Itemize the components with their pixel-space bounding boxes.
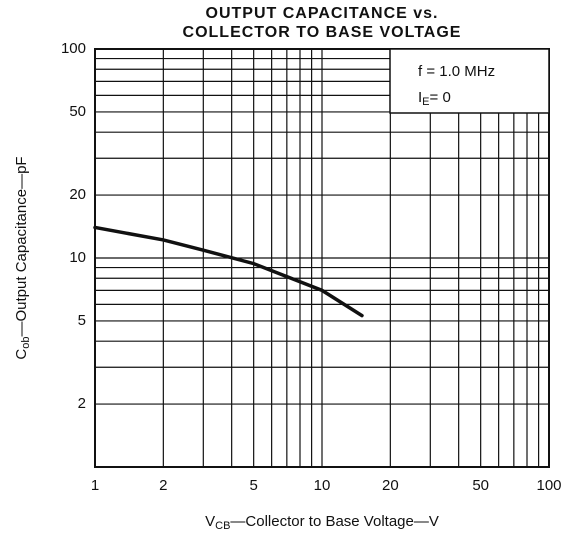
chart-title: OUTPUT CAPACITANCE vs. xyxy=(206,5,439,22)
subscript: ob xyxy=(20,337,32,349)
annotation: IE= 0 xyxy=(418,89,451,108)
label-text: —Collector to Base Voltage—V xyxy=(230,513,438,530)
subscript: CB xyxy=(215,520,230,532)
x-axis-label: VCB—Collector to Base Voltage—V xyxy=(205,513,439,532)
x-tick-label: 100 xyxy=(536,477,561,494)
label-text: = 0 xyxy=(430,89,451,106)
symbol: I xyxy=(418,89,422,106)
subscript: E xyxy=(422,96,429,108)
x-tick-label: 20 xyxy=(382,477,399,494)
y-tick-label: 10 xyxy=(69,249,86,266)
data-line xyxy=(93,225,364,318)
y-tick-label: 2 xyxy=(78,395,86,412)
chart-title: COLLECTOR TO BASE VOLTAGE xyxy=(183,24,462,41)
x-tick-label: 5 xyxy=(249,477,257,494)
y-tick-label: 50 xyxy=(69,103,86,120)
y-tick-label: 5 xyxy=(78,312,86,329)
annotation-box xyxy=(389,48,550,114)
label-text: —Output Capacitance—pF xyxy=(13,156,30,336)
annotation: f = 1.0 MHz xyxy=(418,63,495,80)
x-tick-label: 2 xyxy=(159,477,167,494)
y-tick-label: 20 xyxy=(69,186,86,203)
x-tick-label: 10 xyxy=(314,477,331,494)
y-axis-label: Cob—Output Capacitance—pF xyxy=(13,156,32,359)
x-tick-label: 50 xyxy=(472,477,489,494)
x-tick-label: 1 xyxy=(91,477,99,494)
plot-frame xyxy=(94,48,550,468)
symbol: V xyxy=(205,513,215,530)
symbol: C xyxy=(13,349,30,360)
y-tick-label: 100 xyxy=(61,40,86,57)
